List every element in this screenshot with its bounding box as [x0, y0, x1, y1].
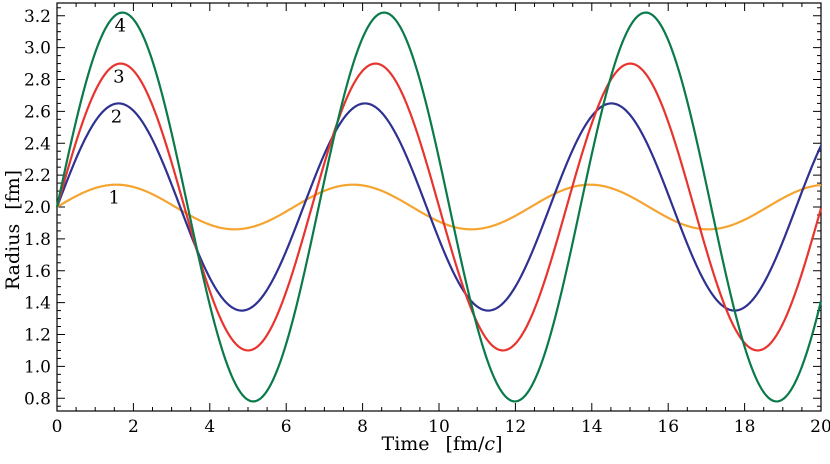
- y-tick-label: 2.2: [24, 166, 51, 186]
- y-tick-label: 2.6: [24, 102, 51, 122]
- series-line-1: [56, 183, 822, 231]
- x-tick-label: 0: [52, 417, 63, 437]
- x-tick-label: 6: [281, 417, 292, 437]
- y-tick-label: 3.2: [24, 7, 51, 27]
- curve-label-4: 4: [115, 16, 126, 37]
- x-tick-label: 20: [810, 417, 830, 437]
- curve-label-1: 1: [108, 188, 119, 209]
- x-axis-title: Time [fm/c]: [382, 433, 503, 455]
- x-tick-label: 14: [581, 417, 603, 437]
- series-line-4: [55, 11, 823, 403]
- series-line-3: [55, 62, 823, 352]
- x-tick-label: 4: [204, 417, 215, 437]
- y-tick-label: 1.6: [24, 262, 51, 282]
- series-group: [55, 11, 823, 403]
- x-tick-label: 10: [428, 417, 450, 437]
- y-tick-label: 2.0: [24, 198, 51, 218]
- y-tick-label: 1.0: [24, 357, 51, 377]
- y-tick-label: 1.2: [24, 326, 51, 346]
- series-line-2: [55, 102, 822, 312]
- y-tick-label: 3.0: [24, 39, 51, 59]
- y-axis-title: Radius[fm]: [2, 170, 24, 290]
- x-tick-label: 16: [657, 417, 679, 437]
- y-tick-label: 2.8: [24, 71, 51, 91]
- curve-label-3: 3: [113, 67, 124, 88]
- axis-ticks: [56, 3, 822, 411]
- y-tick-label: 0.8: [24, 389, 51, 409]
- tick-labels: 0 2 4 6 8 10 12 14 16 18 200.81.01.21.41.61.82.02.…: [24, 7, 830, 437]
- curve-labels: 1 2 3 4: [108, 16, 126, 209]
- x-tick-label: 18: [734, 417, 756, 437]
- curve-label-2: 2: [111, 106, 122, 127]
- x-tick-label: 2: [128, 417, 139, 437]
- y-tick-label: 1.8: [24, 230, 51, 250]
- y-tick-label: 1.4: [24, 294, 51, 314]
- x-tick-label: 12: [505, 417, 527, 437]
- y-tick-label: 2.4: [24, 134, 51, 154]
- x-tick-label: 8: [357, 417, 368, 437]
